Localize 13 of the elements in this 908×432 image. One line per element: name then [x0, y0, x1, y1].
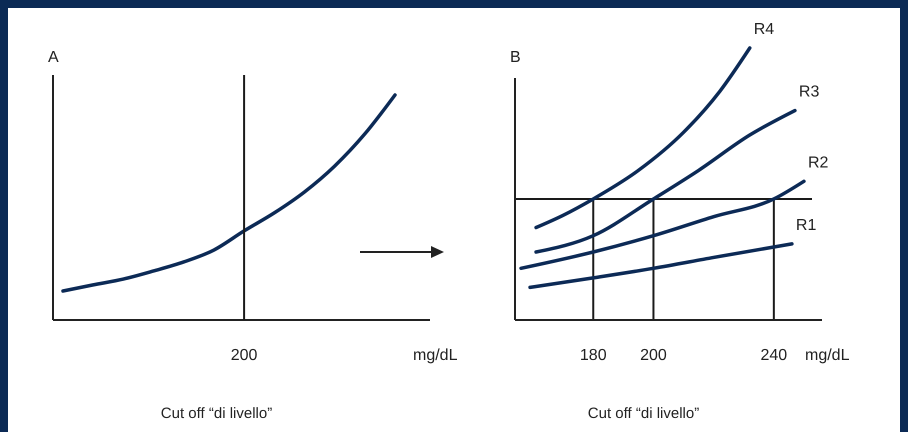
- x-tick-label: 240: [760, 347, 788, 364]
- x-tick-label: 200: [640, 347, 667, 364]
- series-label: R1: [796, 216, 816, 234]
- x-axis-title: mg/dL: [805, 347, 850, 364]
- text: Cut off “di livello”: [160, 405, 272, 422]
- x-tick-label: 180: [580, 347, 607, 364]
- text: Cut off “di livello”: [588, 405, 700, 422]
- series-label: R4: [754, 21, 774, 38]
- series-label: R2: [808, 154, 828, 172]
- x-axis-title: mg/dL: [413, 347, 458, 364]
- series-label: R3: [798, 84, 820, 101]
- chart-title: A: [48, 49, 59, 66]
- chart-title: B: [510, 49, 521, 66]
